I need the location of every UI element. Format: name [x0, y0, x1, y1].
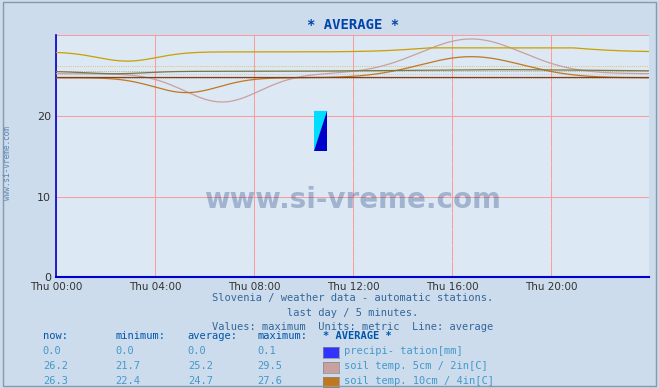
- Text: www.si-vreme.com: www.si-vreme.com: [204, 186, 501, 214]
- Text: soil temp. 5cm / 2in[C]: soil temp. 5cm / 2in[C]: [344, 361, 488, 371]
- Text: minimum:: minimum:: [115, 331, 165, 341]
- Text: 0.1: 0.1: [257, 346, 275, 356]
- Text: soil temp. 10cm / 4in[C]: soil temp. 10cm / 4in[C]: [344, 376, 494, 386]
- Text: maximum:: maximum:: [257, 331, 307, 341]
- Polygon shape: [314, 111, 328, 151]
- Text: 0.0: 0.0: [43, 346, 61, 356]
- Text: 29.5: 29.5: [257, 361, 282, 371]
- Text: www.si-vreme.com: www.si-vreme.com: [3, 126, 13, 200]
- Text: 22.4: 22.4: [115, 376, 140, 386]
- Text: Slovenia / weather data - automatic stations.: Slovenia / weather data - automatic stat…: [212, 293, 493, 303]
- Text: 21.7: 21.7: [115, 361, 140, 371]
- Text: 24.7: 24.7: [188, 376, 213, 386]
- Polygon shape: [314, 111, 328, 151]
- Text: precipi- tation[mm]: precipi- tation[mm]: [344, 346, 463, 356]
- Text: 26.2: 26.2: [43, 361, 68, 371]
- Text: last day / 5 minutes.: last day / 5 minutes.: [287, 308, 418, 318]
- Polygon shape: [314, 111, 328, 151]
- Text: 27.6: 27.6: [257, 376, 282, 386]
- Text: Values: maximum  Units: metric  Line: average: Values: maximum Units: metric Line: aver…: [212, 322, 493, 333]
- Text: now:: now:: [43, 331, 68, 341]
- Title: * AVERAGE *: * AVERAGE *: [306, 18, 399, 32]
- Text: 26.3: 26.3: [43, 376, 68, 386]
- Text: average:: average:: [188, 331, 238, 341]
- Text: 25.2: 25.2: [188, 361, 213, 371]
- Text: 0.0: 0.0: [188, 346, 206, 356]
- Text: * AVERAGE *: * AVERAGE *: [323, 331, 391, 341]
- Text: 0.0: 0.0: [115, 346, 134, 356]
